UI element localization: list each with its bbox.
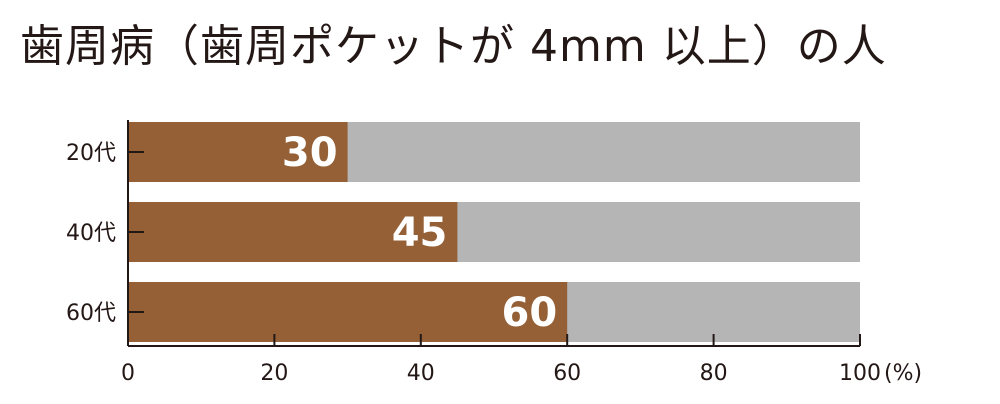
category-label: 20代 [66,141,116,166]
x-tick-label: 60 [553,361,581,386]
bars-layer: 30 45 60 [128,122,860,342]
x-tick-label: 20 [260,361,288,386]
x-axis-unit: (%) [884,361,922,386]
x-ticks-layer: 0 20 40 60 80 100 (%) [121,334,922,386]
x-tick-label: 40 [407,361,435,386]
category-label: 40代 [66,221,116,246]
bar [128,122,348,182]
bar-value-label: 30 [282,130,338,176]
bar [128,282,568,342]
x-tick-label: 0 [121,361,135,386]
chart-title: 歯周病（歯周ポケットが 4mm 以上）の人 [20,21,887,72]
category-labels-layer: 20代 40代 60代 [66,141,144,326]
category-label: 60代 [66,301,116,326]
bar-value-label: 60 [502,290,558,336]
x-tick-label: 100 [839,361,881,386]
bar [128,202,458,262]
bar-value-label: 45 [392,210,448,256]
x-tick-label: 80 [700,361,728,386]
